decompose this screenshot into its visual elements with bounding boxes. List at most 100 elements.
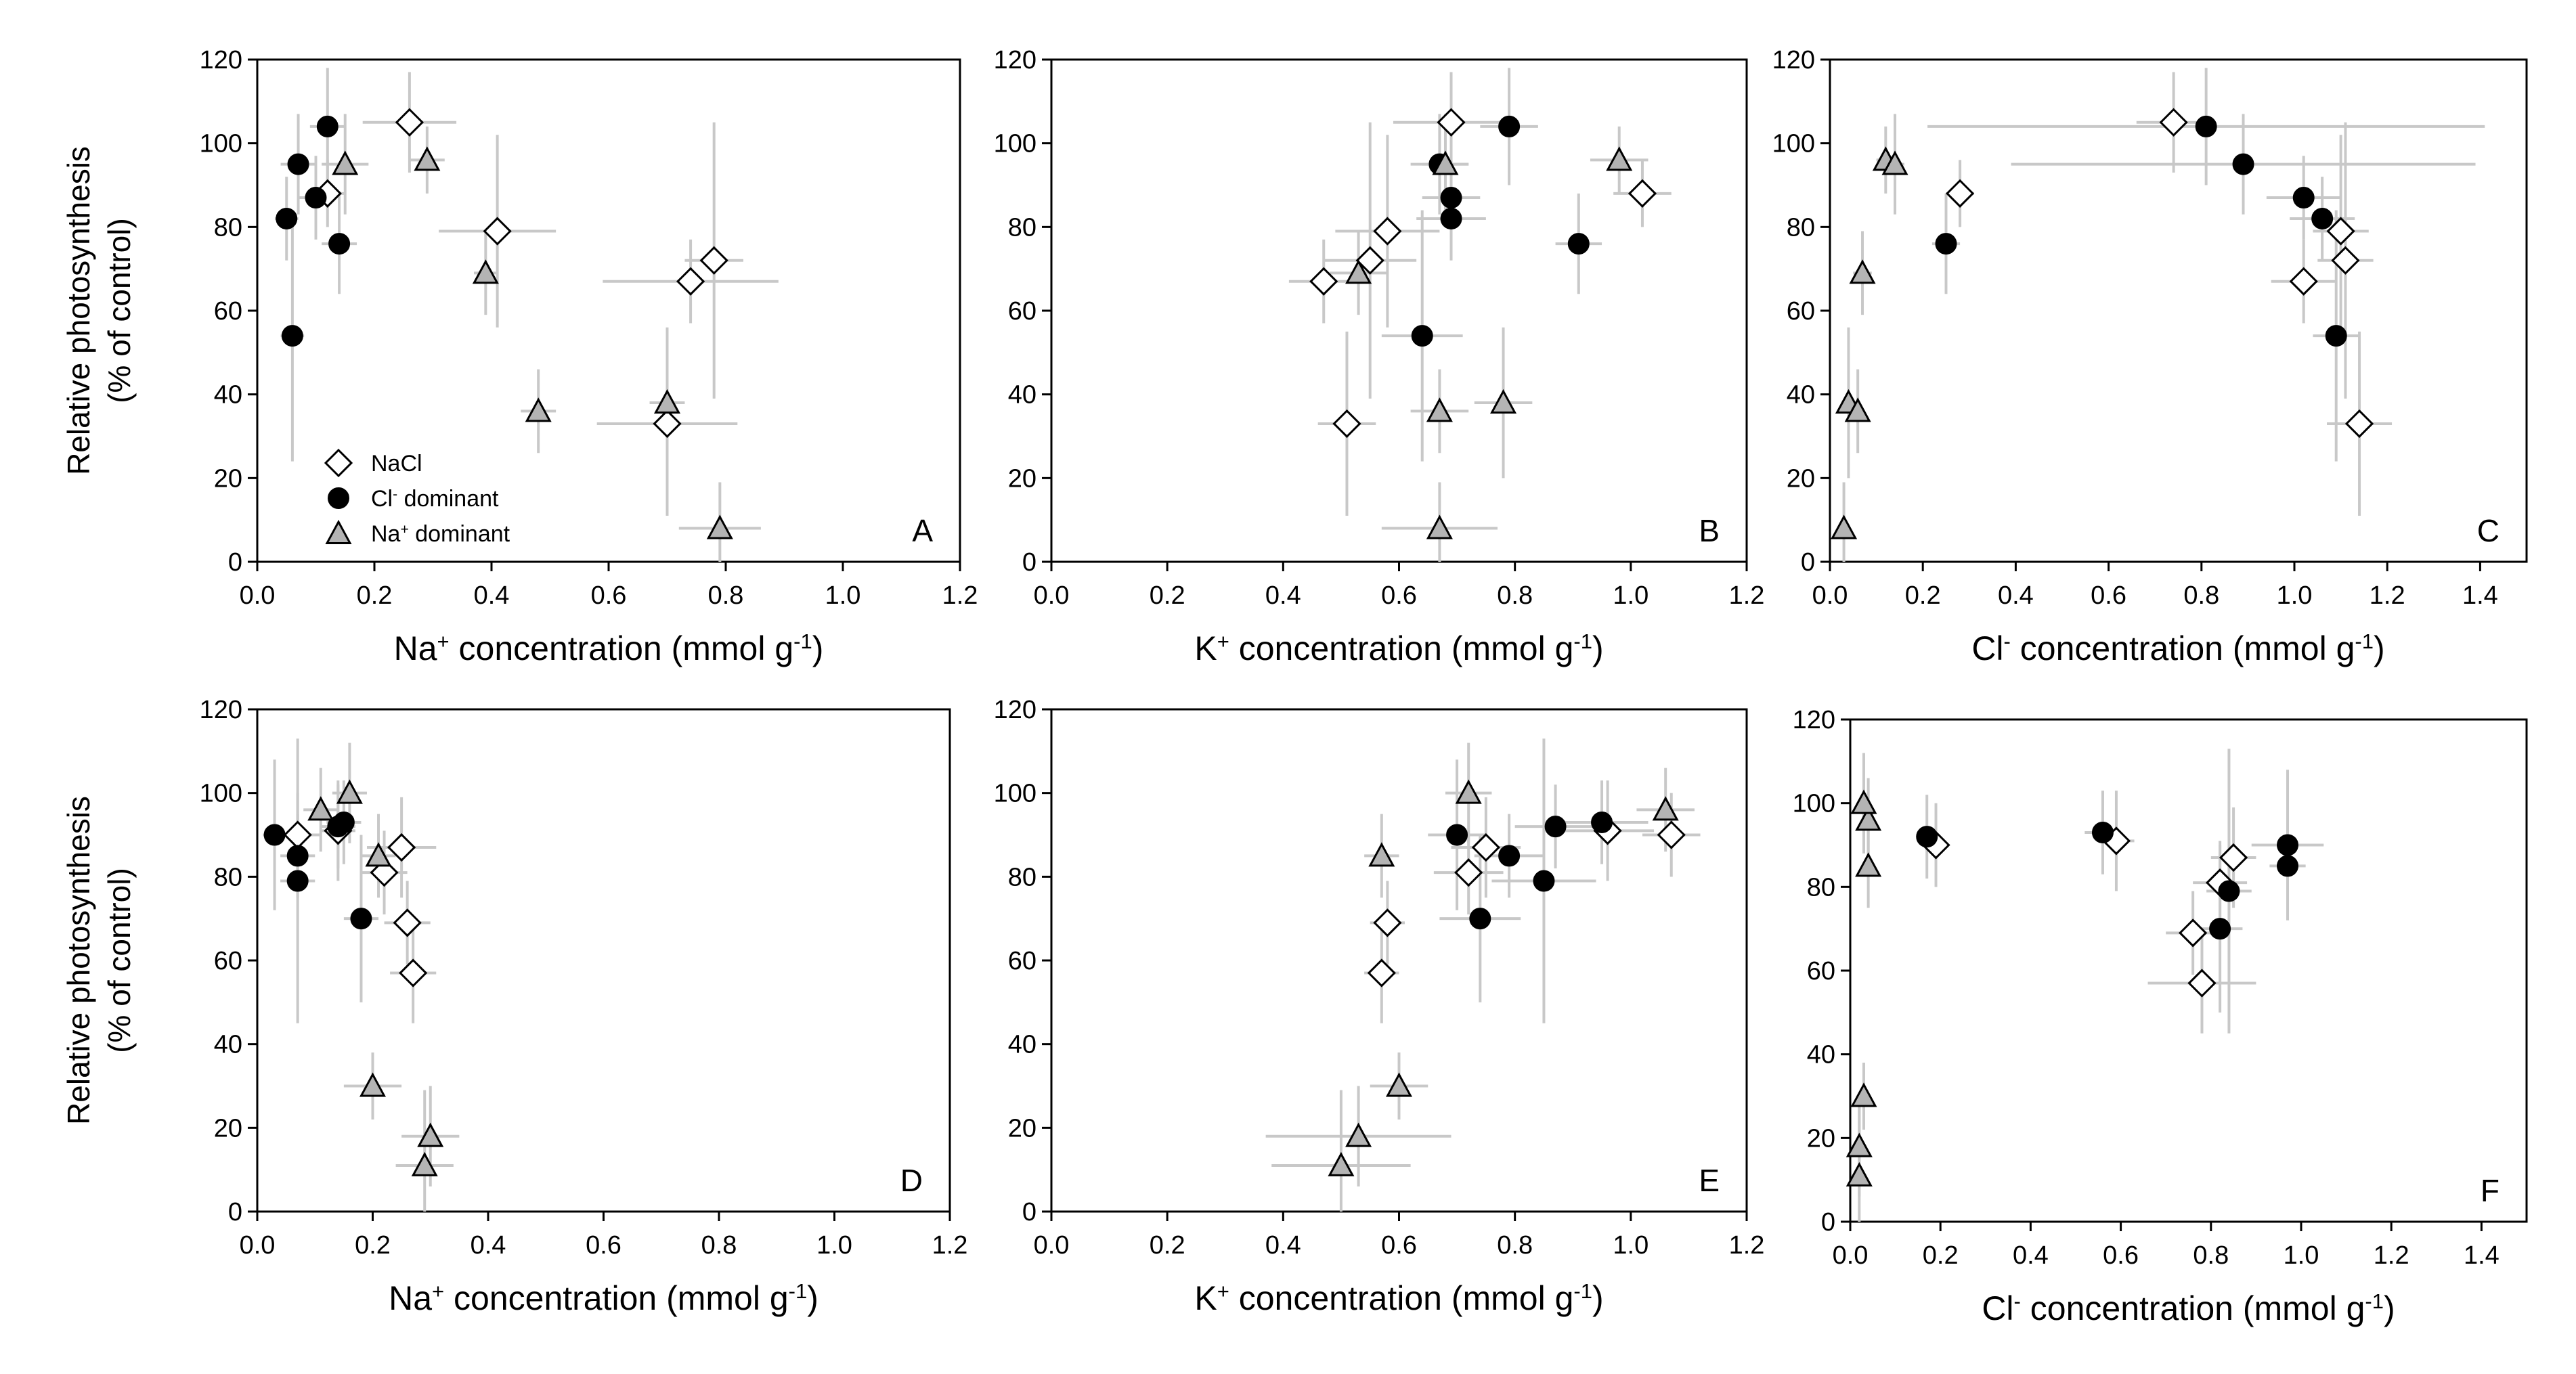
x-tick-label: 0.8 — [1497, 581, 1533, 610]
panel-c: 0 20 40 60 80 100 120 0.0 0.2 0.4 0.6 0.8 1.0 1.2 1.4 C… — [1772, 46, 2528, 667]
x-tick-label: 1.2 — [932, 1231, 968, 1260]
y-tick-label: 120 — [994, 46, 1036, 74]
data-point-na-dominant — [1855, 852, 1882, 877]
y-tick-label: 0 — [1022, 1198, 1036, 1226]
x-tick-label: 0.4 — [471, 1231, 506, 1260]
plot-frame — [1829, 58, 2528, 563]
plot-frame — [256, 58, 961, 563]
data-point-na-dominant — [1345, 259, 1372, 284]
data-point-na-dominant — [1368, 842, 1395, 867]
y-tick-label: 120 — [200, 46, 242, 74]
x-tick-label: 0.0 — [1812, 581, 1848, 610]
data-point-cl-dominant — [287, 153, 309, 175]
data-point-nacl — [1332, 409, 1361, 439]
panel-d: 0 20 40 60 80 100 120 0.0 0.2 0.4 0.6 0.8 1.0 1.2 Na+ … — [61, 696, 967, 1317]
data-point-cl-dominant — [2292, 187, 2315, 209]
y-tick-label: 100 — [1793, 790, 1835, 818]
data-point-cl-dominant — [316, 115, 339, 137]
y-tick-label: 40 — [214, 1031, 242, 1059]
y-tick-label: 20 — [214, 1114, 242, 1143]
data-point-cl-dominant — [350, 908, 372, 930]
data-point-na-dominant — [653, 389, 681, 414]
panel-letter: F — [2481, 1173, 2499, 1208]
data-point-cl-dominant — [2091, 821, 2114, 843]
data-point-na-dominant — [1455, 779, 1482, 804]
panel-e: 0 20 40 60 80 100 120 0.0 0.2 0.4 0.6 0.8 1.0 1.2 K+ c… — [994, 696, 1765, 1317]
x-tick-label: 0.0 — [240, 1231, 276, 1260]
panel-a: 0 20 40 60 80 100 120 0.0 0.2 0.4 0.6 0.8 1.0 1.2 Na+ … — [61, 46, 978, 667]
y-tick-label: 80 — [1008, 863, 1036, 891]
data-point-cl-dominant — [1498, 115, 1521, 137]
panel-letter: E — [1699, 1163, 1720, 1198]
data-point-na-dominant — [1328, 1151, 1355, 1176]
x-tick-label: 0.2 — [1905, 581, 1941, 610]
y-tick-label: 40 — [214, 381, 242, 409]
x-tick-label: 0.6 — [1381, 581, 1417, 610]
data-point-nacl — [2187, 969, 2217, 998]
data-point-na-dominant — [1432, 150, 1459, 175]
data-point-nacl — [676, 267, 705, 296]
y-axis-label-line1: Relative photosynthesis — [61, 146, 96, 475]
legend-label: Na+ dominant — [371, 521, 510, 547]
data-point-nacl — [2326, 217, 2355, 246]
data-point-nacl — [1628, 179, 1657, 208]
x-axis-label: K+ concentration (mmol g-1) — [1194, 629, 1603, 668]
x-tick-label: 1.0 — [816, 1231, 852, 1260]
panel-f: 0 20 40 60 80 100 120 0.0 0.2 0.4 0.6 0.8 1.0 1.2 1.4 C… — [1793, 706, 2528, 1327]
y-tick-label: 80 — [1787, 213, 1815, 242]
data-point-cl-dominant — [1411, 325, 1433, 347]
x-tick-label: 1.2 — [2374, 1241, 2409, 1270]
data-point-na-dominant — [1831, 514, 1858, 539]
data-point-na-dominant — [1606, 146, 1633, 171]
data-point-cl-dominant — [1533, 870, 1555, 892]
y-tick-label: 20 — [1008, 464, 1036, 493]
y-tick-label: 0 — [228, 1198, 242, 1226]
data-point-nacl — [699, 246, 728, 275]
data-point-cl-dominant — [1567, 233, 1590, 255]
data-point-nacl — [1657, 820, 1686, 849]
data-point-cl-dominant — [1440, 187, 1462, 209]
x-tick-label: 1.4 — [2462, 581, 2498, 610]
x-tick-label: 0.4 — [1998, 581, 2034, 610]
data-point-na-dominant — [332, 150, 359, 175]
legend-marker-diamond — [324, 448, 353, 478]
x-tick-label: 0.6 — [586, 1231, 621, 1260]
y-tick-label: 100 — [994, 130, 1036, 158]
data-point-na-dominant — [1385, 1072, 1413, 1097]
legend-label: Cl- dominant — [371, 486, 499, 512]
data-point-nacl — [1373, 217, 1402, 246]
y-tick-label: 40 — [1008, 381, 1036, 409]
y-tick-label: 40 — [1008, 1031, 1036, 1059]
data-point-cl-dominant — [286, 845, 309, 867]
data-point-cl-dominant — [2218, 880, 2240, 902]
data-point-na-dominant — [1652, 796, 1679, 821]
y-tick-label: 100 — [200, 130, 242, 158]
data-point-cl-dominant — [263, 824, 286, 846]
data-point-nacl — [2289, 267, 2318, 296]
data-point-na-dominant — [1849, 259, 1876, 284]
y-tick-label: 20 — [1008, 1114, 1036, 1143]
y-tick-label: 0 — [1801, 548, 1815, 577]
y-tick-label: 60 — [1787, 297, 1815, 326]
data-point-nacl — [2159, 108, 2188, 137]
data-point-nacl — [2344, 409, 2374, 439]
data-point-na-dominant — [336, 779, 363, 804]
panel-letter: D — [900, 1163, 923, 1198]
data-point-na-dominant — [1881, 150, 1908, 175]
data-point-na-dominant — [1345, 1122, 1372, 1147]
data-point-cl-dominant — [286, 870, 309, 892]
x-tick-label: 0.8 — [1497, 1231, 1533, 1260]
data-point-cl-dominant — [2232, 153, 2254, 175]
data-point-cl-dominant — [1440, 207, 1462, 229]
x-tick-label: 0.0 — [240, 581, 276, 610]
y-tick-label: 60 — [214, 947, 242, 975]
y-tick-label: 80 — [214, 213, 242, 242]
x-tick-label: 0.2 — [357, 581, 393, 610]
plot-frame — [1050, 58, 1748, 563]
y-tick-label: 0 — [1022, 548, 1036, 577]
data-point-cl-dominant — [1916, 826, 1938, 848]
y-tick-label: 40 — [1807, 1041, 1835, 1069]
data-point-nacl — [483, 217, 512, 246]
y-tick-label: 0 — [228, 548, 242, 577]
